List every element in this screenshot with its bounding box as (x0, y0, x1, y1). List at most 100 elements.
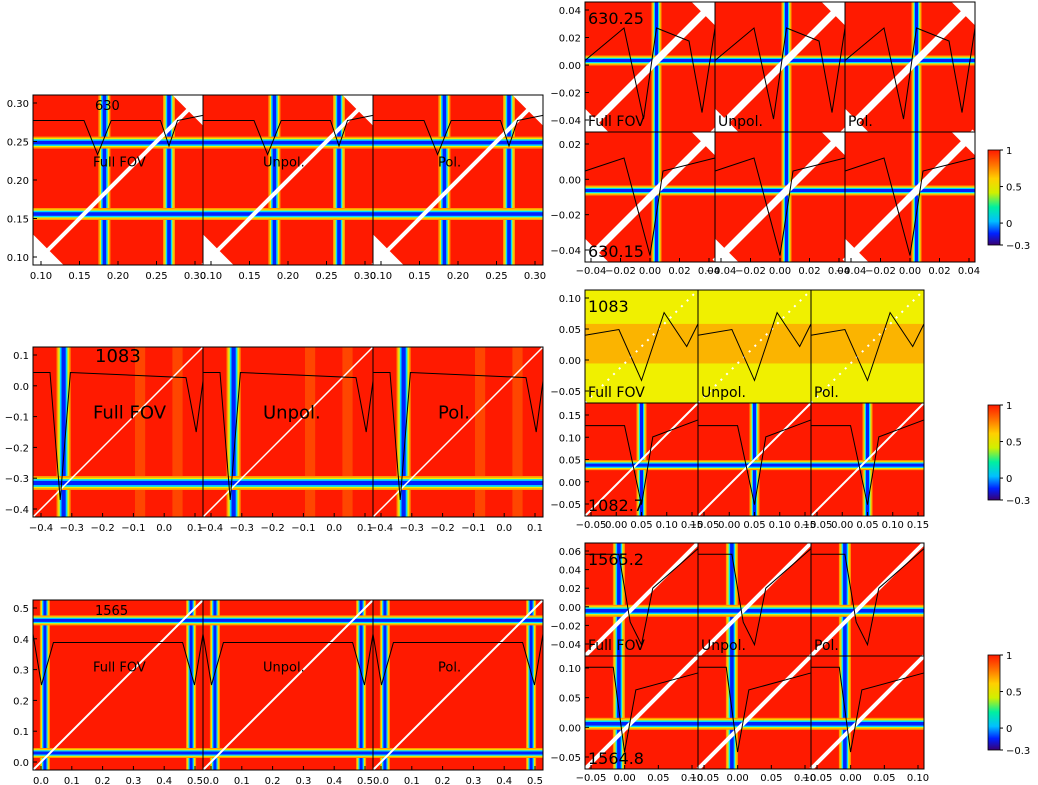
panel-title: Pol. (438, 155, 461, 170)
x-tick-label: −0.05 (689, 520, 720, 531)
left-chart-row-g630: Full FOV 630 0.10 0.15 0.20 0.25 0.30 Unpol. 0.1… (7, 93, 546, 282)
panel-g630-0: Full FOV 630 0.10 0.15 0.20 0.25 0.30 (30, 93, 206, 282)
correlation-band (373, 212, 543, 216)
y-tick-label: 0.3 (13, 666, 29, 677)
masked-region (845, 108, 869, 132)
x-tick-label: −0.04 (836, 266, 867, 277)
intensity-profile (203, 114, 374, 156)
correlation-band (655, 132, 658, 262)
colorbar-tick-label: 0.5 (1006, 183, 1022, 194)
x-tick-label: 0.2 (95, 776, 111, 785)
colorbar-tick-label: −0.3 (1006, 496, 1030, 507)
panel-title: Unpol. (701, 638, 746, 654)
masked-region (585, 108, 609, 132)
correlation-band (231, 347, 236, 517)
x-tick-label: −0.05 (576, 520, 607, 531)
correlation-band (33, 480, 203, 486)
x-tick-label: −0.02 (735, 266, 766, 277)
y-tick-label: 0.10 (559, 664, 581, 675)
x-tick-label: −0.05 (689, 773, 720, 784)
panel-g63025-0-0: Full FOV (582, 0, 718, 135)
correlation-band (507, 95, 511, 265)
x-tick-label: 0.15 (68, 271, 90, 282)
correlation-band (843, 543, 847, 656)
x-tick-label: −0.2 (90, 523, 114, 534)
colorbar-tick-label: 0.5 (1006, 688, 1022, 699)
x-tick-label: 0.3 (125, 776, 141, 785)
correlation-band (585, 59, 715, 62)
diagonal-streak (712, 0, 848, 135)
panel-g63025-0-1: Unpol. (712, 0, 848, 135)
correlation-haze (475, 347, 486, 517)
x-tick-label: −0.4 (29, 523, 53, 534)
masked-region (715, 108, 739, 132)
intensity-profile (698, 419, 812, 505)
y-tick-label: 0.00 (559, 61, 581, 72)
x-tick-label: 0.05 (760, 773, 782, 784)
x-tick-label: 0.1 (187, 523, 203, 534)
panel-title: Full FOV (588, 638, 645, 654)
intensity-profile (811, 548, 925, 647)
colorbar-gradient (987, 404, 1001, 501)
x-tick-label: −0.05 (802, 773, 833, 784)
correlation-band (585, 722, 698, 726)
correlation-band (698, 463, 811, 467)
diagonal-streak (810, 402, 925, 517)
correlation-haze (585, 323, 698, 364)
y-tick-label: 0.0 (13, 758, 29, 769)
panel-title: Full FOV (588, 385, 645, 401)
x-tick-label: 0.1 (404, 776, 420, 785)
y-tick-label: 0.00 (559, 356, 581, 367)
colorbar-gradient (987, 149, 1001, 246)
diagonal-streak (202, 599, 374, 771)
diagonal-streak (371, 93, 545, 267)
wavelength-label: 630 (95, 99, 120, 114)
x-tick-label: 0.10 (30, 271, 52, 282)
x-tick-label: −0.2 (260, 523, 284, 534)
x-tick-label: 0.10 (769, 520, 791, 531)
panel-frame (372, 346, 544, 518)
panel-g10827-0-1: Unpol. (697, 289, 812, 404)
x-tick-label: 0.00 (605, 520, 627, 531)
correlation-band (33, 140, 203, 145)
x-tick-label: −0.1 (291, 523, 315, 534)
x-tick-label: 0.10 (370, 271, 392, 282)
intensity-profile (714, 27, 846, 120)
x-tick-label: 0.20 (447, 271, 469, 282)
correlation-band (33, 618, 203, 622)
colorbar-tick-label: 0 (1006, 219, 1012, 230)
diagonal-streak (584, 402, 699, 517)
y-tick-label: 0.10 (559, 433, 581, 444)
panel-g630-1: Unpol. 0.10 0.15 0.20 0.25 0.30 (200, 93, 376, 282)
intensity-profile (373, 371, 544, 501)
correlation-band (655, 2, 658, 132)
x-tick-label: 0.3 (295, 776, 311, 785)
panel-title: Unpol. (701, 385, 746, 401)
masked-region (691, 2, 715, 26)
x-tick-label: 0.30 (184, 271, 206, 282)
intensity-profile (697, 311, 812, 382)
y-tick-label: 0.05 (559, 325, 581, 336)
correlation-band (337, 95, 341, 265)
x-tick-label: 0.15 (681, 520, 703, 531)
intensity-profile (585, 548, 699, 647)
y-tick-label: 0.0 (13, 382, 29, 393)
diagonal-streak (697, 402, 812, 517)
panel-g10827-0-2: Pol. (810, 289, 925, 404)
colorbar-tick-label: 0 (1006, 474, 1012, 485)
correlation-band (203, 212, 373, 216)
correlation-band (715, 189, 845, 192)
y-tick-label: −0.02 (550, 621, 581, 632)
x-tick-label: 0.10 (794, 773, 816, 784)
x-tick-label: 0.0 (203, 776, 219, 785)
y-tick-label: 0.05 (559, 456, 581, 467)
intensity-profile (33, 371, 204, 501)
y-tick-label: −0.3 (5, 474, 29, 485)
x-tick-label: 0.2 (435, 776, 451, 785)
correlation-band (811, 722, 924, 726)
diagonal-streak (372, 599, 544, 771)
x-tick-label: 0.05 (856, 520, 878, 531)
bottom-wavelength-label: 630.15 (588, 242, 644, 261)
panel-g1083-1: Unpol. −0.4 −0.3 −0.2 −0.1 0.0 0.1 (199, 346, 374, 534)
